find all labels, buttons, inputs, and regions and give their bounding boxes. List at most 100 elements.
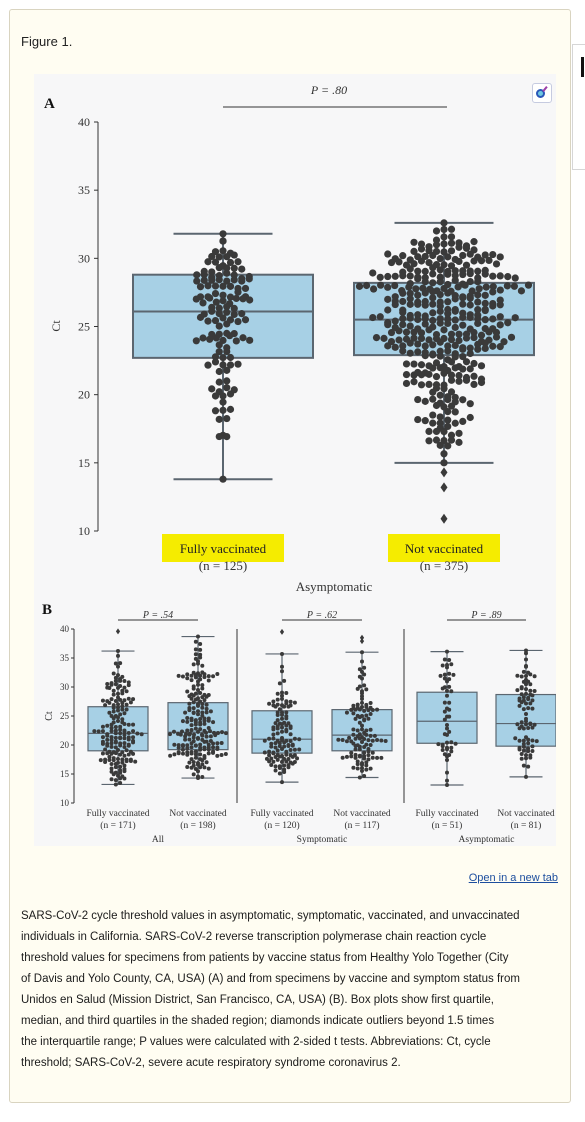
data-point xyxy=(462,334,471,342)
data-point xyxy=(360,762,364,767)
side-panel-stub[interactable] xyxy=(572,44,585,170)
data-point xyxy=(362,745,367,750)
data-point xyxy=(340,738,345,743)
data-point xyxy=(444,298,452,306)
data-point xyxy=(282,744,287,749)
data-point xyxy=(528,682,533,687)
data-point xyxy=(528,755,533,760)
data-point xyxy=(198,677,203,682)
data-point xyxy=(271,703,276,708)
data-point xyxy=(515,688,520,693)
data-point xyxy=(196,736,200,741)
data-point xyxy=(286,721,291,726)
data-point xyxy=(447,752,452,757)
data-point xyxy=(109,751,114,756)
data-point xyxy=(223,347,231,356)
open-in-new-tab-link[interactable]: Open in a new tab xyxy=(468,872,558,884)
data-point xyxy=(172,742,177,747)
data-point xyxy=(215,378,223,386)
data-point xyxy=(414,275,422,283)
data-point xyxy=(187,701,192,706)
data-point xyxy=(417,257,426,265)
data-point xyxy=(192,732,196,737)
data-point xyxy=(524,701,528,706)
data-point xyxy=(113,678,118,683)
data-point xyxy=(489,283,497,291)
data-point xyxy=(131,722,136,727)
data-point xyxy=(429,388,437,396)
data-point xyxy=(532,674,537,679)
data-point xyxy=(290,754,295,759)
figure-image[interactable]: A 10 15 20 25 30 35 40 Ct P = .80 Fully vaccinated… xyxy=(34,74,556,846)
data-point xyxy=(211,750,215,755)
data-point xyxy=(211,358,220,366)
data-point xyxy=(109,777,114,782)
data-point xyxy=(277,744,282,749)
data-point xyxy=(202,672,207,677)
data-point xyxy=(466,344,474,352)
data-point xyxy=(277,754,282,759)
outlier-diamond xyxy=(115,628,121,635)
data-point xyxy=(526,679,531,684)
data-point xyxy=(474,314,482,323)
data-point xyxy=(180,729,184,734)
data-point xyxy=(481,339,489,347)
data-point xyxy=(429,300,437,308)
data-point xyxy=(122,685,127,690)
data-point xyxy=(124,757,129,762)
data-point xyxy=(477,378,486,387)
data-point xyxy=(436,254,444,263)
magnifier-icon[interactable] xyxy=(532,83,552,103)
data-point xyxy=(459,313,467,321)
data-point xyxy=(111,756,116,761)
data-point xyxy=(414,291,422,299)
data-point xyxy=(92,729,97,734)
data-point xyxy=(436,307,444,315)
data-point xyxy=(200,762,205,767)
data-point xyxy=(521,741,526,746)
data-point xyxy=(406,289,414,298)
data-point xyxy=(447,358,456,366)
data-point xyxy=(451,341,459,350)
data-point xyxy=(524,648,528,653)
category-label: Fully vaccinated xyxy=(180,541,267,556)
data-point xyxy=(196,659,200,664)
data-point xyxy=(280,693,284,698)
data-point xyxy=(126,743,131,748)
data-point xyxy=(355,759,360,764)
data-point xyxy=(524,281,533,289)
data-point xyxy=(489,315,497,323)
data-point xyxy=(109,725,114,730)
data-point xyxy=(245,275,253,283)
data-point xyxy=(183,710,188,715)
data-point xyxy=(282,770,287,775)
data-point xyxy=(131,740,136,745)
data-point xyxy=(286,742,291,747)
data-point xyxy=(191,706,196,711)
data-point xyxy=(519,756,524,761)
box xyxy=(87,706,149,752)
data-point xyxy=(219,475,227,483)
data-point xyxy=(406,322,414,330)
data-point xyxy=(269,744,274,749)
data-point xyxy=(440,326,448,334)
data-point xyxy=(454,283,462,291)
data-point xyxy=(168,753,173,758)
data-point xyxy=(425,259,433,267)
data-point xyxy=(180,744,185,749)
data-point xyxy=(474,298,482,306)
data-point xyxy=(100,735,105,740)
y-tick-label: 35 xyxy=(78,183,90,197)
data-point xyxy=(230,310,238,319)
data-point xyxy=(530,749,535,754)
data-point xyxy=(113,725,118,730)
data-point xyxy=(353,755,358,760)
data-point xyxy=(219,361,227,369)
outlier-diamond xyxy=(440,513,448,524)
data-point xyxy=(211,407,220,415)
data-point xyxy=(277,681,282,686)
data-point xyxy=(193,718,198,723)
data-point xyxy=(120,674,125,679)
data-point xyxy=(219,230,227,238)
data-point xyxy=(204,706,209,711)
